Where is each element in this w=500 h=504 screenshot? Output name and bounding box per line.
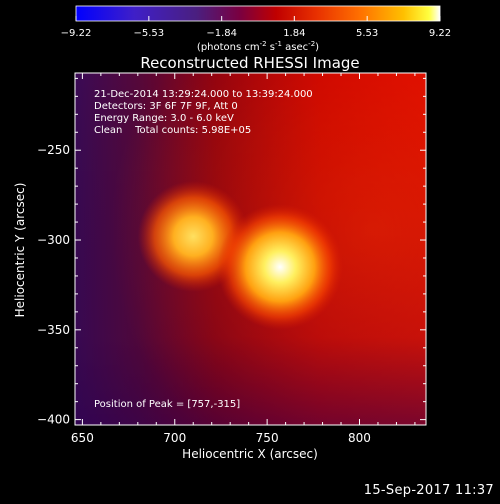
colorbar-tick-label: −5.53 [134, 28, 165, 39]
plot-frame [74, 72, 427, 426]
colorbar-units: (photons cm-2 s-1 asec-2) [197, 40, 319, 53]
annotation-clean: Clean Total counts: 5.98E+05 [94, 125, 251, 136]
annotation-peak-position: Position of Peak = [757,-315] [94, 399, 240, 410]
annotation-time-range: 21-Dec-2014 13:29:24.000 to 13:39:24.000 [94, 89, 313, 100]
colorbar: −9.22 −5.53 −1.84 1.84 5.53 9.22 (photons cm-… [61, 5, 451, 53]
colorbar-gradient [75, 5, 441, 22]
x-axis-label: Heliocentric X (arcsec) [182, 447, 318, 461]
colorbar-tick-label: −1.84 [206, 28, 237, 39]
annotation-detectors: Detectors: 3F 6F 7F 9F, Att 0 [94, 101, 238, 112]
colorbar-tick-label: 5.53 [356, 28, 378, 39]
y-tick-label: −400 [37, 413, 70, 427]
x-tick-label: 650 [71, 431, 94, 445]
x-tick-label: 800 [348, 431, 371, 445]
chart-title: Reconstructed RHESSI Image [140, 54, 359, 72]
y-axis-label: Heliocentric Y (arcsec) [13, 183, 27, 318]
colorbar-tick-label: −9.22 [61, 28, 92, 39]
heatmap-image [75, 73, 426, 425]
colorbar-tick-label: 1.84 [283, 28, 305, 39]
x-tick-label: 700 [163, 431, 186, 445]
x-tick-label: 750 [256, 431, 279, 445]
sources [137, 181, 343, 330]
y-axis: −400 −350 −300 −250 [37, 77, 426, 427]
x-axis: 650 700 750 800 [71, 73, 416, 445]
y-tick-label: −350 [37, 323, 70, 337]
peak-source [217, 204, 343, 330]
colorbar-tick-label: 9.22 [429, 28, 451, 39]
y-tick-label: −300 [37, 233, 70, 247]
annotations: 21-Dec-2014 13:29:24.000 to 13:39:24.000… [94, 89, 313, 410]
date-stamp: 15-Sep-2017 11:37 [363, 483, 494, 498]
y-tick-label: −250 [37, 143, 70, 157]
annotation-energy-range: Energy Range: 3.0 - 6.0 keV [94, 113, 234, 124]
colorbar-ticks: −9.22 −5.53 −1.84 1.84 5.53 9.22 [61, 16, 451, 39]
